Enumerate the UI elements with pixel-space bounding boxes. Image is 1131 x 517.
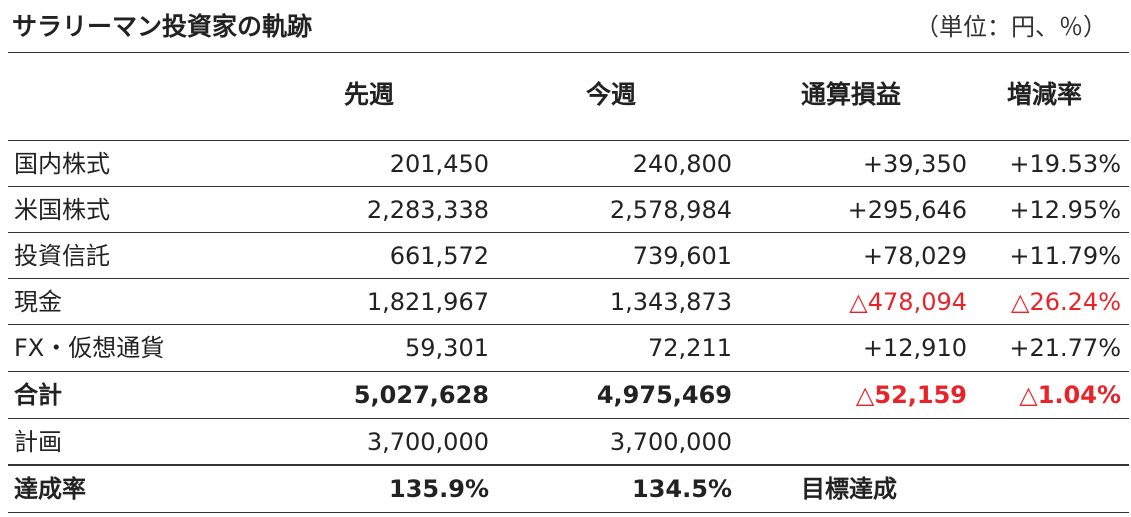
row-curr: 1,343,873	[609, 288, 732, 316]
row-pl: +78,029	[862, 242, 967, 270]
rule-row	[8, 278, 1129, 279]
row-curr: 2,578,984	[609, 196, 732, 224]
row-rate: +21.77%	[1009, 334, 1121, 362]
row-prev: 661,572	[389, 242, 489, 270]
table-row: FX・仮想通貨 59,301 72,211 +12,910 +21.77%	[8, 325, 1129, 371]
row-pl: +295,646	[847, 196, 967, 224]
row-label: 国内株式	[14, 150, 110, 178]
table-row: 国内株式 201,450 240,800 +39,350 +19.53%	[8, 141, 1129, 187]
plan-curr: 3,700,000	[609, 428, 732, 456]
header-pl: 通算損益	[801, 80, 902, 109]
rule-row	[8, 232, 1129, 233]
unit-note: （単位：円、％）	[915, 13, 1107, 41]
page-title: サラリーマン投資家の軌跡	[12, 12, 313, 41]
header-prev: 先週	[344, 80, 395, 109]
header-rate: 増減率	[1007, 80, 1083, 109]
plan-row: 計画 3,700,000 3,700,000	[8, 419, 1129, 465]
achievement-prev: 135.9%	[389, 475, 489, 503]
achievement-curr: 134.5%	[632, 475, 732, 503]
row-curr: 72,211	[648, 334, 732, 362]
total-curr: 4,975,469	[596, 381, 732, 409]
rule-row	[8, 464, 1129, 466]
achievement-row: 達成率 135.9% 134.5% 目標達成	[8, 466, 1129, 512]
row-pl: △478,094	[849, 288, 967, 316]
rule-top	[8, 52, 1129, 53]
total-row: 合計 5,027,628 4,975,469 △52,159 △1.04%	[8, 372, 1129, 418]
rule-row	[8, 418, 1129, 419]
row-prev: 1,821,967	[366, 288, 489, 316]
plan-label: 計画	[14, 428, 62, 456]
achievement-label: 達成率	[14, 475, 86, 503]
row-prev: 59,301	[405, 334, 489, 362]
row-curr: 739,601	[632, 242, 732, 270]
table-row: 米国株式 2,283,338 2,578,984 +295,646 +12.95…	[8, 187, 1129, 233]
row-label: 米国株式	[14, 196, 110, 224]
total-prev: 5,027,628	[353, 381, 489, 409]
table-row: 現金 1,821,967 1,343,873 △478,094 △26.24%	[8, 279, 1129, 325]
row-pl: +39,350	[862, 150, 967, 178]
rule-row	[8, 186, 1129, 187]
row-label: 現金	[14, 288, 62, 316]
row-pl: +12,910	[862, 334, 967, 362]
total-rate: △1.04%	[1019, 381, 1121, 409]
row-prev: 201,450	[389, 150, 489, 178]
row-label: FX・仮想通貨	[14, 334, 165, 362]
rule-row	[8, 371, 1129, 372]
row-curr: 240,800	[632, 150, 732, 178]
total-pl: △52,159	[855, 381, 967, 409]
rule-row	[8, 324, 1129, 325]
total-label: 合計	[14, 381, 62, 409]
rule-header	[8, 140, 1129, 141]
header-curr: 今週	[586, 80, 637, 109]
rule-bottom	[8, 512, 1129, 513]
plan-prev: 3,700,000	[366, 428, 489, 456]
row-label: 投資信託	[14, 242, 110, 270]
table-row: 投資信託 661,572 739,601 +78,029 +11.79%	[8, 233, 1129, 279]
row-rate: +12.95%	[1009, 196, 1121, 224]
row-rate: +11.79%	[1009, 242, 1121, 270]
row-rate: +19.53%	[1009, 150, 1121, 178]
table-header: 先週 今週 通算損益 増減率	[8, 52, 1129, 140]
row-rate: △26.24%	[1011, 288, 1121, 316]
row-prev: 2,283,338	[366, 196, 489, 224]
achievement-note: 目標達成	[801, 475, 897, 503]
